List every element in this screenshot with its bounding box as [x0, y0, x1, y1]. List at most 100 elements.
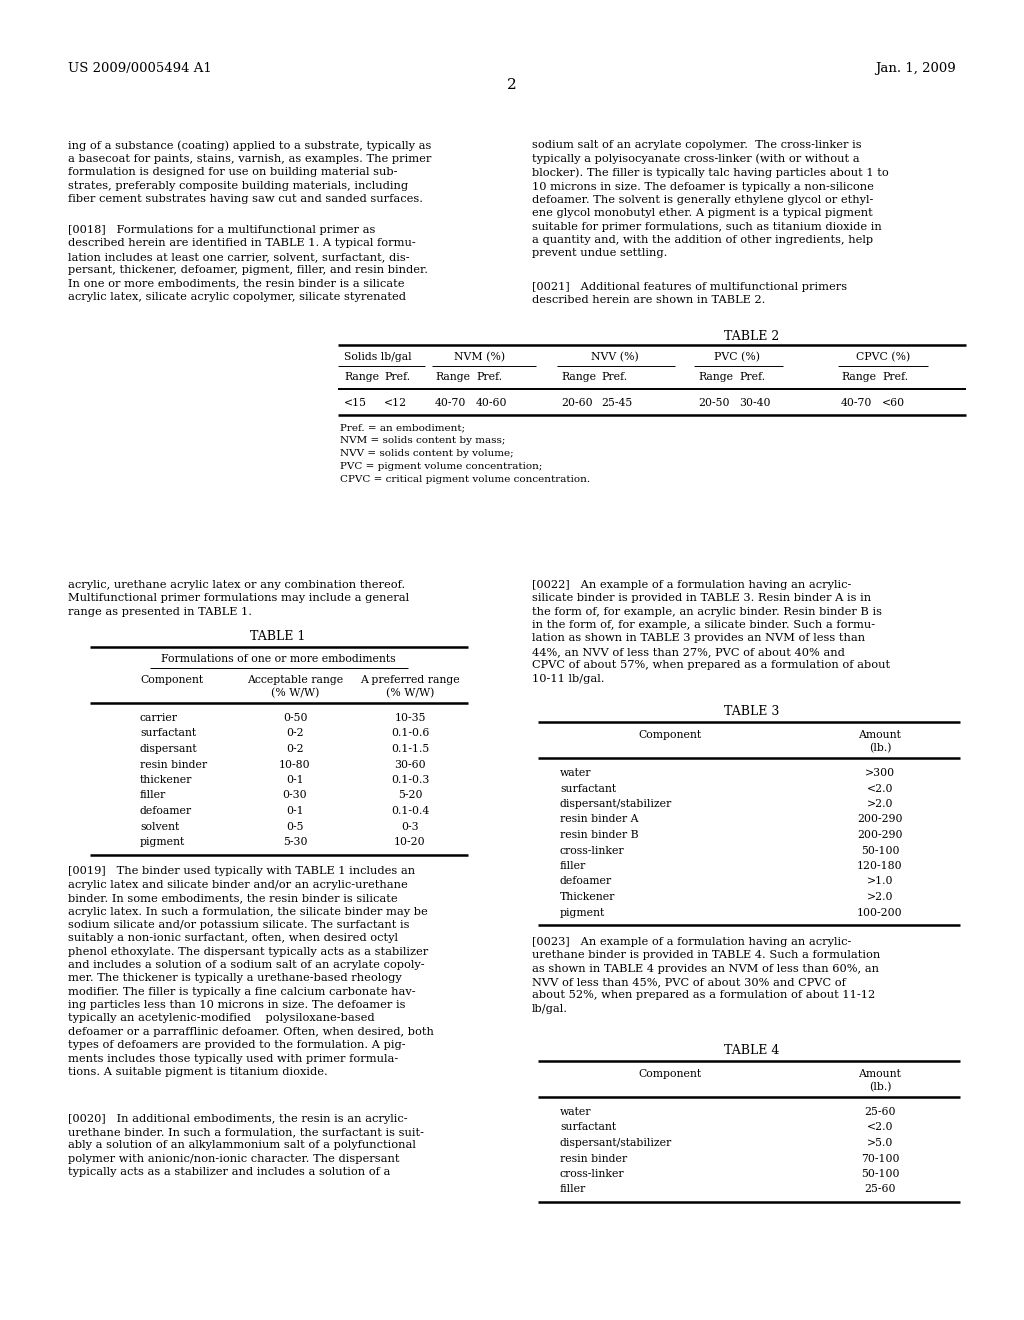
Text: 200-290: 200-290	[857, 814, 903, 825]
Text: resin binder A: resin binder A	[560, 814, 639, 825]
Text: <12: <12	[384, 399, 408, 408]
Text: surfactant: surfactant	[560, 784, 616, 793]
Text: acrylic, urethane acrylic latex or any combination thereof.
Multifunctional prim: acrylic, urethane acrylic latex or any c…	[68, 579, 410, 616]
Text: Jan. 1, 2009: Jan. 1, 2009	[876, 62, 956, 75]
Text: Pref.: Pref.	[601, 372, 627, 381]
Text: filler: filler	[560, 861, 587, 871]
Text: water: water	[560, 768, 592, 777]
Text: 20-60: 20-60	[561, 399, 593, 408]
Text: 40-60: 40-60	[476, 399, 508, 408]
Text: A preferred range
(% W/W): A preferred range (% W/W)	[360, 675, 460, 698]
Text: Thickener: Thickener	[560, 892, 615, 902]
Text: 0-50: 0-50	[283, 713, 307, 723]
Text: 0-1: 0-1	[286, 807, 304, 816]
Text: 25-60: 25-60	[864, 1184, 896, 1195]
Text: 0.1-1.5: 0.1-1.5	[391, 744, 429, 754]
Text: >2.0: >2.0	[866, 892, 893, 902]
Text: 100-200: 100-200	[857, 908, 903, 917]
Text: 50-100: 50-100	[861, 1170, 899, 1179]
Text: 10-20: 10-20	[394, 837, 426, 847]
Text: pigment: pigment	[560, 908, 605, 917]
Text: Amount
(lb.): Amount (lb.)	[858, 730, 901, 752]
Text: resin binder B: resin binder B	[560, 830, 639, 840]
Text: US 2009/0005494 A1: US 2009/0005494 A1	[68, 62, 212, 75]
Text: NVV = solids content by volume;: NVV = solids content by volume;	[340, 449, 514, 458]
Text: carrier: carrier	[140, 713, 178, 723]
Text: >1.0: >1.0	[866, 876, 893, 887]
Text: pigment: pigment	[140, 837, 185, 847]
Text: Pref.: Pref.	[739, 372, 765, 381]
Text: 10-35: 10-35	[394, 713, 426, 723]
Text: 50-100: 50-100	[861, 846, 899, 855]
Text: CPVC = critical pigment volume concentration.: CPVC = critical pigment volume concentra…	[340, 475, 590, 484]
Text: TABLE 3: TABLE 3	[724, 705, 779, 718]
Text: dispersant/stabilizer: dispersant/stabilizer	[560, 799, 672, 809]
Text: solvent: solvent	[140, 821, 179, 832]
Text: 0.1-0.3: 0.1-0.3	[391, 775, 429, 785]
Text: Range: Range	[435, 372, 470, 381]
Text: Pref. = an embodiment;: Pref. = an embodiment;	[340, 422, 465, 432]
Text: thickener: thickener	[140, 775, 193, 785]
Text: Pref.: Pref.	[476, 372, 502, 381]
Text: 20-50: 20-50	[698, 399, 729, 408]
Text: [0018]   Formulations for a multifunctional primer as
described herein are ident: [0018] Formulations for a multifunctiona…	[68, 224, 428, 302]
Text: 10-80: 10-80	[280, 759, 311, 770]
Text: <2.0: <2.0	[866, 784, 893, 793]
Text: NVM = solids content by mass;: NVM = solids content by mass;	[340, 436, 506, 445]
Text: <15: <15	[344, 399, 367, 408]
Text: 0-1: 0-1	[286, 775, 304, 785]
Text: 0-2: 0-2	[286, 744, 304, 754]
Text: 0.1-0.6: 0.1-0.6	[391, 729, 429, 738]
Text: Component: Component	[140, 675, 203, 685]
Text: dispersant: dispersant	[140, 744, 198, 754]
Text: 30-60: 30-60	[394, 759, 426, 770]
Text: CPVC (%): CPVC (%)	[856, 352, 910, 362]
Text: [0023]   An example of a formulation having an acrylic-
urethane binder is provi: [0023] An example of a formulation havin…	[532, 937, 881, 1014]
Text: [0022]   An example of a formulation having an acrylic-
silicate binder is provi: [0022] An example of a formulation havin…	[532, 579, 890, 684]
Text: TABLE 2: TABLE 2	[724, 330, 779, 343]
Text: [0021]   Additional features of multifunctional primers
described herein are sho: [0021] Additional features of multifunct…	[532, 282, 847, 305]
Text: NVM (%): NVM (%)	[455, 352, 506, 362]
Text: resin binder: resin binder	[140, 759, 207, 770]
Text: Range: Range	[841, 372, 876, 381]
Text: <60: <60	[882, 399, 905, 408]
Text: surfactant: surfactant	[140, 729, 197, 738]
Text: >300: >300	[865, 768, 895, 777]
Text: Range: Range	[698, 372, 733, 381]
Text: 0.1-0.4: 0.1-0.4	[391, 807, 429, 816]
Text: Range: Range	[344, 372, 379, 381]
Text: sodium salt of an acrylate copolymer.  The cross-linker is
typically a polyisocy: sodium salt of an acrylate copolymer. Th…	[532, 140, 889, 259]
Text: 120-180: 120-180	[857, 861, 903, 871]
Text: PVC (%): PVC (%)	[714, 352, 760, 362]
Text: Component: Component	[638, 1069, 701, 1078]
Text: Pref.: Pref.	[384, 372, 411, 381]
Text: cross-linker: cross-linker	[560, 846, 625, 855]
Text: Acceptable range
(% W/W): Acceptable range (% W/W)	[247, 675, 343, 698]
Text: 0-2: 0-2	[286, 729, 304, 738]
Text: 70-100: 70-100	[861, 1154, 899, 1163]
Text: 0-30: 0-30	[283, 791, 307, 800]
Text: Component: Component	[638, 730, 701, 741]
Text: 5-30: 5-30	[283, 837, 307, 847]
Text: >2.0: >2.0	[866, 799, 893, 809]
Text: dispersant/stabilizer: dispersant/stabilizer	[560, 1138, 672, 1148]
Text: Formulations of one or more embodiments: Formulations of one or more embodiments	[161, 653, 395, 664]
Text: PVC = pigment volume concentration;: PVC = pigment volume concentration;	[340, 462, 543, 471]
Text: 0-3: 0-3	[401, 821, 419, 832]
Text: Solids lb/gal: Solids lb/gal	[344, 352, 412, 362]
Text: 30-40: 30-40	[739, 399, 770, 408]
Text: defoamer: defoamer	[560, 876, 612, 887]
Text: water: water	[560, 1107, 592, 1117]
Text: Range: Range	[561, 372, 596, 381]
Text: NVV (%): NVV (%)	[591, 352, 639, 362]
Text: >5.0: >5.0	[866, 1138, 893, 1148]
Text: [0019]   The binder used typically with TABLE 1 includes an
acrylic latex and si: [0019] The binder used typically with TA…	[68, 866, 434, 1077]
Text: filler: filler	[560, 1184, 587, 1195]
Text: TABLE 1: TABLE 1	[250, 630, 306, 643]
Text: 200-290: 200-290	[857, 830, 903, 840]
Text: 40-70: 40-70	[435, 399, 466, 408]
Text: [0020]   In additional embodiments, the resin is an acrylic-
urethane binder. In: [0020] In additional embodiments, the re…	[68, 1114, 424, 1177]
Text: Amount
(lb.): Amount (lb.)	[858, 1069, 901, 1092]
Text: 25-60: 25-60	[864, 1107, 896, 1117]
Text: 5-20: 5-20	[397, 791, 422, 800]
